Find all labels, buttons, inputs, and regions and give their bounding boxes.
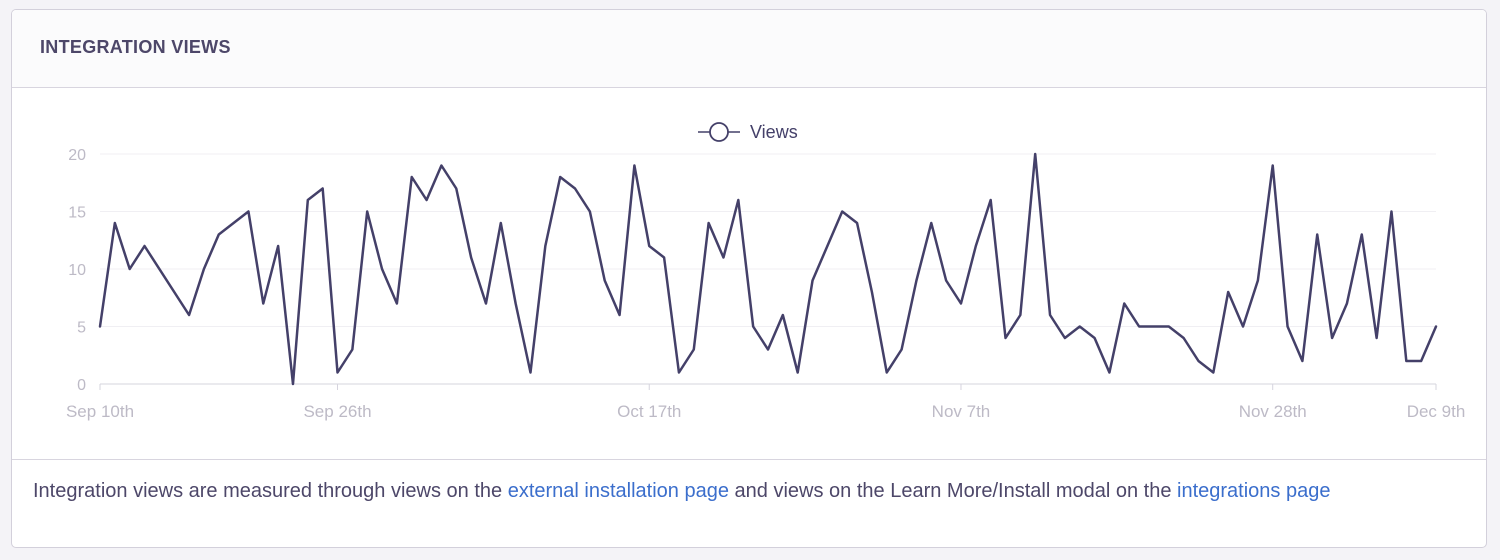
chart-svg: 0 5 10 15 20 Sep 10th Sep 26th Oct 17th Nov 7th N… (66, 122, 1466, 421)
panel-title: INTEGRATION VIEWS (40, 37, 231, 57)
views-series-line (98, 152, 1438, 386)
x-tick-label: Sep 26th (303, 402, 371, 421)
x-tick-label: Nov 28th (1239, 402, 1307, 421)
views-chart: 0 5 10 15 20 Sep 10th Sep 26th Oct 17th Nov 7th N… (12, 88, 1486, 460)
integration-views-panel: INTEGRATION VIEWS 0 5 10 15 20 Sep 10th Sep 26… (11, 9, 1487, 548)
x-tick-label: Oct 17th (617, 402, 681, 421)
legend-label: Views (750, 122, 798, 142)
x-tick-label: Nov 7th (932, 402, 991, 421)
y-tick-label: 10 (68, 262, 86, 279)
panel-footer: Integration views are measured through v… (12, 460, 1486, 503)
footer-text-before: Integration views are measured through v… (33, 480, 508, 502)
x-tick-label: Sep 10th (66, 402, 134, 421)
y-tick-label: 0 (77, 377, 86, 394)
x-tick-label: Dec 9th (1407, 402, 1466, 421)
y-tick-label: 5 (77, 320, 86, 337)
external-installation-page-link[interactable]: external installation page (507, 480, 729, 502)
integrations-page-link[interactable]: integrations page (1177, 480, 1331, 502)
y-tick-label: 15 (68, 205, 86, 222)
y-tick-label: 20 (68, 147, 86, 164)
legend-marker-icon (709, 122, 729, 142)
footer-text-middle: and views on the Learn More/Install moda… (728, 480, 1178, 502)
panel-header: INTEGRATION VIEWS (12, 10, 1486, 88)
